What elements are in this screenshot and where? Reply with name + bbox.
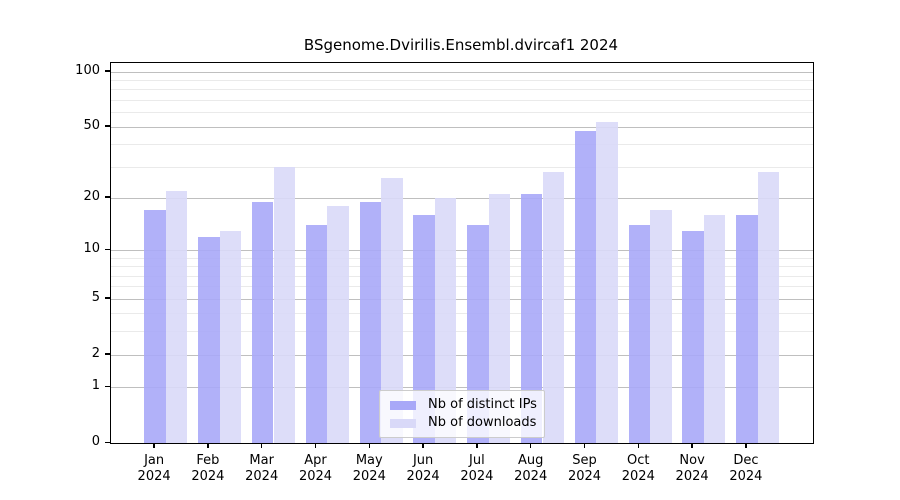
y-tick-label-1: 1 — [91, 378, 100, 394]
legend-label-downloads: Nb of downloads — [428, 415, 537, 430]
bar-downloads-dec — [757, 171, 780, 443]
bar-downloads-jun — [434, 197, 457, 443]
gridline-major-5 — [111, 298, 813, 300]
x-tick-label-nov: Nov 2024 — [675, 453, 709, 484]
gridline-minor-80 — [111, 89, 813, 91]
bar-downloads-sep — [596, 121, 618, 443]
chart-title: BSgenome.Dvirilis.Ensembl.dvircaf1 2024 — [303, 36, 619, 54]
bar-downloads-nov — [703, 214, 726, 443]
bar-distinct-ips-jun — [413, 214, 435, 443]
bar-distinct-ips-apr — [305, 225, 328, 443]
bar-downloads-jan — [165, 190, 188, 443]
x-tick-label-may: May 2024 — [352, 453, 386, 484]
x-tick-oct — [637, 443, 639, 448]
bar-distinct-ips-mar — [251, 201, 274, 443]
bar-downloads-aug — [542, 171, 565, 443]
x-tick-jun — [422, 443, 424, 448]
gridline-minor-90 — [111, 79, 813, 81]
gridline-minor-40 — [111, 144, 813, 146]
bar-distinct-ips-oct — [628, 225, 651, 443]
y-tick-0 — [105, 441, 110, 443]
x-tick-label-feb: Feb 2024 — [191, 453, 225, 484]
gridline-minor-30 — [111, 166, 813, 168]
gridline-major-50 — [111, 126, 813, 128]
gridline-minor-3 — [111, 331, 813, 333]
gridline-minor-60 — [111, 112, 813, 114]
y-tick-10 — [105, 248, 110, 250]
gridline-major-20 — [111, 197, 813, 199]
plot-area: Nb of distinct IPs Nb of downloads — [110, 62, 814, 444]
gridline-major-10 — [111, 250, 813, 251]
bar-downloads-jul — [488, 194, 511, 443]
bar-downloads-may — [381, 177, 403, 443]
x-tick-label-oct: Oct 2024 — [621, 453, 655, 484]
bar-downloads-oct — [650, 210, 672, 443]
gridline-minor-9 — [111, 257, 813, 259]
y-tick-2 — [105, 353, 110, 355]
x-tick-jan — [153, 443, 155, 448]
gridline-minor-70 — [111, 99, 813, 101]
bar-distinct-ips-dec — [736, 214, 758, 443]
x-tick-label-apr: Apr 2024 — [298, 453, 333, 484]
gridline-minor-7 — [111, 275, 813, 277]
x-tick-label-mar: Mar 2024 — [245, 453, 279, 484]
gridline-major-1 — [111, 387, 813, 389]
legend-item-distinct-ips: Nb of distinct IPs — [390, 397, 537, 413]
y-tick-label-50: 50 — [83, 117, 100, 133]
bar-distinct-ips-feb — [198, 236, 220, 443]
x-tick-feb — [207, 443, 209, 448]
legend-swatch-downloads — [390, 418, 416, 428]
x-tick-mar — [260, 443, 263, 448]
x-tick-may — [368, 443, 371, 448]
x-tick-nov — [691, 443, 693, 448]
bar-downloads-feb — [219, 230, 242, 443]
y-tick-20 — [105, 196, 110, 198]
y-tick-label-20: 20 — [83, 188, 100, 204]
y-tick-5 — [105, 297, 110, 299]
legend-item-downloads: Nb of downloads — [390, 415, 537, 431]
x-tick-label-dec: Dec 2024 — [729, 453, 763, 484]
bar-distinct-ips-may — [359, 201, 382, 443]
y-tick-1 — [105, 385, 110, 388]
y-tick-50 — [105, 125, 110, 127]
legend-label-distinct-ips: Nb of distinct IPs — [428, 397, 537, 412]
x-tick-apr — [314, 443, 317, 448]
x-tick-dec — [745, 443, 747, 448]
gridline-minor-4 — [111, 313, 813, 315]
y-tick-label-5: 5 — [91, 289, 100, 305]
y-tick-label-10: 10 — [83, 241, 100, 256]
x-tick-label-jun: Jun 2024 — [406, 453, 440, 484]
x-tick-jul — [476, 443, 478, 448]
y-tick-label-0: 0 — [91, 434, 100, 449]
legend-swatch-distinct-ips — [390, 400, 416, 410]
legend: Nb of distinct IPs Nb of downloads — [379, 390, 545, 438]
gridline-minor-8 — [111, 266, 813, 268]
bar-downloads-mar — [273, 166, 296, 443]
y-tick-label-2: 2 — [91, 345, 100, 361]
gridline-major-100 — [111, 71, 813, 73]
bar-distinct-ips-jan — [144, 210, 166, 443]
bar-distinct-ips-sep — [574, 131, 597, 443]
x-tick-label-jan: Jan 2024 — [137, 453, 171, 484]
gridline-minor-6 — [111, 286, 813, 288]
gridline-major-2 — [111, 354, 813, 356]
y-tick-100 — [105, 70, 110, 72]
bar-distinct-ips-nov — [682, 230, 704, 443]
bar-distinct-ips-jul — [467, 225, 489, 443]
x-tick-label-aug: Aug 2024 — [514, 453, 548, 484]
x-tick-sep — [583, 443, 586, 448]
x-tick-label-jul: Jul 2024 — [460, 453, 494, 484]
x-tick-aug — [529, 443, 532, 448]
bar-distinct-ips-aug — [520, 194, 543, 443]
y-tick-label-100: 100 — [75, 62, 100, 78]
x-tick-label-sep: Sep 2024 — [567, 453, 602, 484]
bar-downloads-apr — [327, 206, 349, 443]
